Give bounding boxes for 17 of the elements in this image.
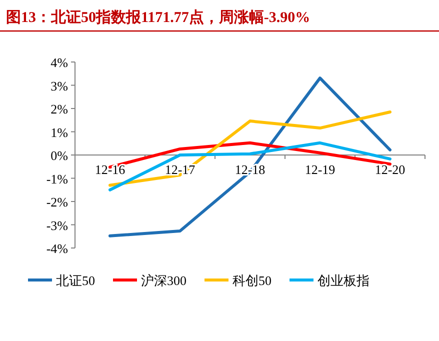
x-tick-label: 12-19	[304, 162, 336, 177]
y-tick-label: -3%	[46, 218, 68, 233]
y-tick-label: 2%	[50, 102, 68, 116]
x-tick-label: 12-20	[374, 162, 406, 177]
chart-title: 图13：北证50指数报1171.77点，周涨幅-3.90%	[6, 9, 310, 26]
y-tick-label: -1%	[46, 171, 68, 186]
y-tick-label: 1%	[50, 124, 68, 140]
y-tick-label: -4%	[46, 241, 68, 256]
y-tick-label: 3%	[50, 78, 68, 94]
x-tick-label: 12-16	[94, 162, 126, 177]
y-tick-label: 0%	[50, 148, 68, 163]
legend-label: 沪深300	[141, 273, 186, 288]
legend-label: 科创50	[232, 273, 272, 288]
legend-label: 北证50	[56, 273, 95, 288]
y-tick-label: 4%	[50, 55, 68, 70]
legend-label: 创业板指	[318, 273, 370, 288]
y-tick-label: -2%	[46, 194, 68, 210]
